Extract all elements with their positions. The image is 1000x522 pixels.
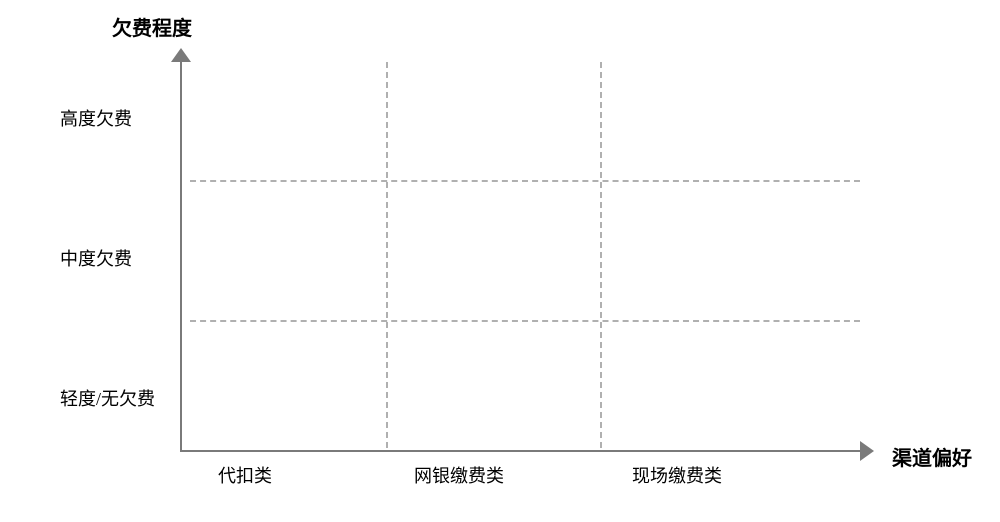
y-axis-arrow-icon bbox=[171, 48, 191, 62]
x-label-0: 代扣类 bbox=[218, 462, 272, 488]
y-axis-line bbox=[180, 60, 182, 450]
grid-h-1 bbox=[190, 180, 860, 182]
y-label-low: 轻度/无欠费 bbox=[60, 385, 155, 411]
x-label-1: 网银缴费类 bbox=[414, 462, 504, 488]
y-axis-title: 欠费程度 bbox=[112, 12, 192, 41]
matrix-diagram: 欠费程度 渠道偏好 高度欠费 中度欠费 轻度/无欠费 代扣类 网银缴费类 现场缴… bbox=[0, 0, 1000, 522]
x-axis-title: 渠道偏好 bbox=[892, 442, 972, 471]
grid-h-2 bbox=[190, 320, 860, 322]
y-label-high: 高度欠费 bbox=[60, 105, 132, 131]
y-label-mid: 中度欠费 bbox=[60, 245, 132, 271]
grid-v-2 bbox=[600, 62, 602, 448]
grid-v-1 bbox=[386, 62, 388, 448]
x-axis-arrow-icon bbox=[860, 441, 874, 461]
x-label-2: 现场缴费类 bbox=[632, 462, 722, 488]
x-axis-line bbox=[180, 450, 860, 452]
